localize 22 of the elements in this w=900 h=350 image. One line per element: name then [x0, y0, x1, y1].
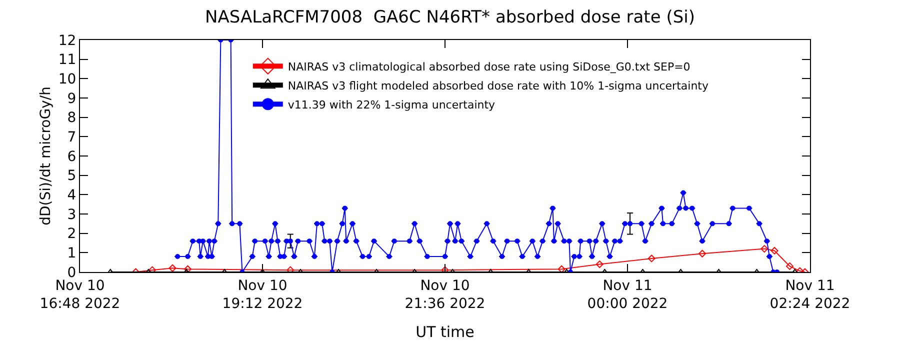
- y-tick-label: 8: [67, 110, 76, 126]
- y-tick-label: 10: [58, 72, 76, 88]
- x-axis-title: UT time: [416, 323, 474, 341]
- chart-title: NASALaRCFM7008 GA6C N46RT* absorbed dose rate (Si): [205, 7, 695, 28]
- y-tick-label: 9: [67, 90, 76, 107]
- y-tick-label: 4: [67, 188, 76, 204]
- y-tick-label: 5: [67, 168, 76, 184]
- y-tick-label: 2: [67, 226, 76, 242]
- y-tick-label: 7: [67, 130, 76, 146]
- y-tick-label: 12: [58, 32, 76, 49]
- legend-label: v11.39 with 22% 1-sigma uncertainty: [288, 98, 496, 112]
- y-tick-label: 1: [67, 246, 76, 262]
- y-tick-label: 6: [67, 148, 76, 165]
- x-tick-label: Nov 11 00:00 2022: [587, 278, 668, 312]
- legend-label: NAIRAS v3 flight modeled absorbed dose rate with 10% 1-sigma uncertainty: [288, 79, 709, 92]
- x-tick-label: Nov 11 02:24 2022: [770, 278, 850, 312]
- y-tick-label: 11: [58, 52, 76, 68]
- x-tick-label: Nov 10 19:12 2022: [222, 278, 303, 312]
- y-tick-label: 3: [67, 206, 76, 223]
- y-axis-title: dD(Si)/dt microGy/h: [38, 86, 54, 226]
- legend-label: NAIRAS v3 climatological absorbed dose rate using SiDose_G0.txt SEP=0: [288, 60, 690, 74]
- x-tick-label: Nov 10 21:36 2022: [404, 278, 486, 312]
